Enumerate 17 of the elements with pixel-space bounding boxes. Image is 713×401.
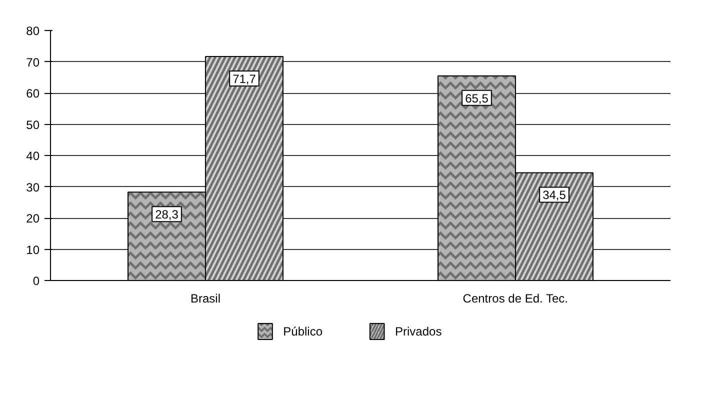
data-label: 34,5 [542, 188, 566, 202]
y-tick-label: 50 [26, 118, 40, 132]
y-tick-label: 60 [26, 86, 40, 100]
legend-label: Privados [395, 324, 442, 338]
data-label: 65,5 [465, 91, 489, 106]
y-tick-label: 40 [26, 149, 40, 163]
data-label: 71,7 [232, 72, 256, 86]
y-tick-label: 10 [26, 242, 40, 257]
y-tick-label: 20 [26, 212, 40, 226]
y-tick-label: 30 [26, 180, 40, 194]
y-tick-label: 70 [26, 55, 40, 70]
legend-label: Público [283, 324, 323, 338]
x-tick-label: Centros de Ed. Tec. [462, 292, 568, 306]
y-tick-label: 80 [26, 24, 40, 38]
x-tick-label: Brasil [190, 292, 221, 306]
data-label: 28,3 [155, 208, 179, 222]
y-tick-label: 0 [32, 274, 40, 288]
